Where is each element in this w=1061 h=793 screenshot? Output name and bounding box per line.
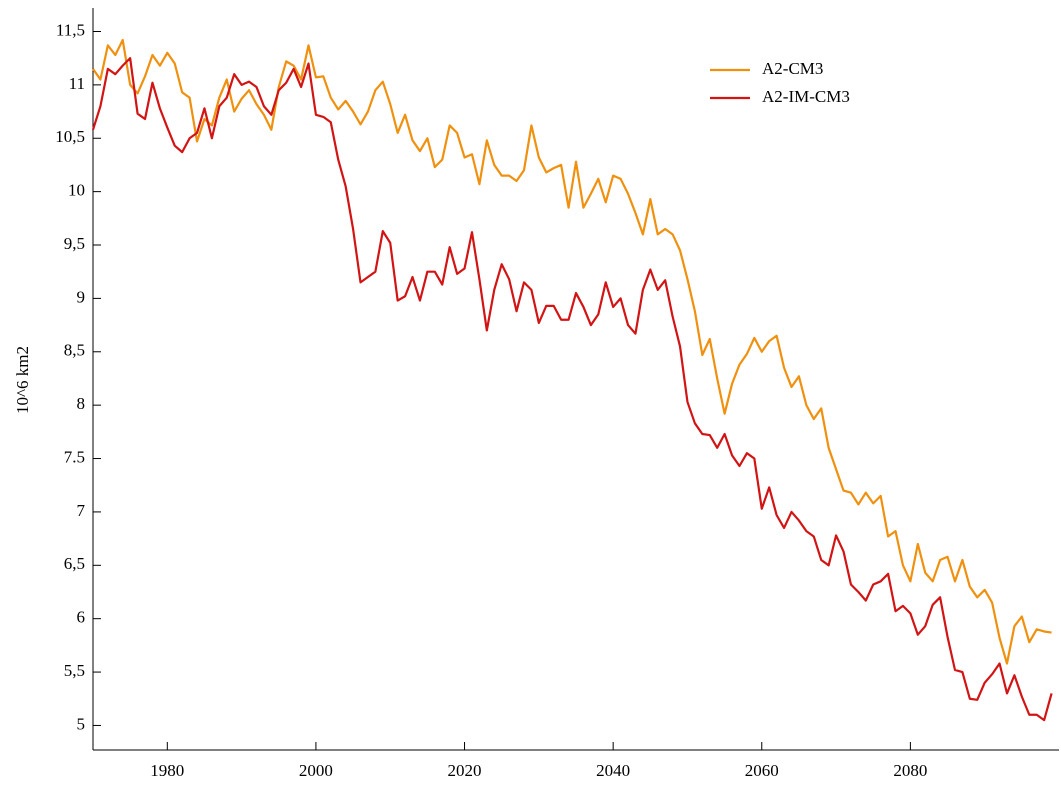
y-tick-label: 10 (68, 181, 85, 200)
y-tick-label: 6,5 (64, 554, 85, 573)
x-tick-label: 2060 (745, 761, 779, 780)
y-tick-label: 5,5 (64, 661, 85, 680)
y-tick-label: 8,5 (64, 341, 85, 360)
y-tick-label: 5 (77, 714, 86, 733)
y-tick-label: 7 (77, 501, 86, 520)
y-tick-label: 11 (69, 74, 85, 93)
y-tick-label: 6 (77, 608, 86, 627)
y-tick-label: 9 (77, 287, 86, 306)
series-line (91, 57, 1053, 722)
legend-label: A2-CM3 (762, 59, 823, 78)
x-tick-label: 2000 (299, 761, 333, 780)
x-tick-label: 2040 (596, 761, 630, 780)
y-tick-label: 10,5 (55, 127, 85, 146)
x-tick-label: 1980 (150, 761, 184, 780)
y-axis-label: 10^6 km2 (13, 346, 32, 414)
legend-label: A2-IM-CM3 (762, 87, 850, 106)
y-tick-label: 7.5 (64, 447, 85, 466)
y-tick-label: 11,5 (56, 20, 85, 39)
x-tick-label: 2020 (448, 761, 482, 780)
x-tick-label: 2080 (893, 761, 927, 780)
series-line (92, 38, 1052, 665)
y-tick-label: 8 (77, 394, 86, 413)
y-tick-label: 9,5 (64, 234, 85, 253)
